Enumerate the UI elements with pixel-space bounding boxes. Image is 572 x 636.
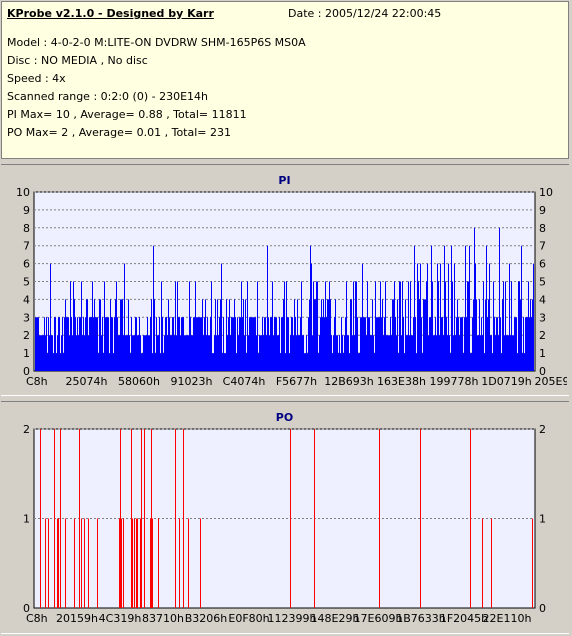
pi-xtick-label: 25074h xyxy=(66,375,108,388)
po-xtick-label: 148E29h xyxy=(311,612,360,625)
pi-xtick-label: 199778h xyxy=(430,375,479,388)
info-panel: KProbe v2.1.0 - Designed by Karr Date : … xyxy=(1,1,569,159)
app-title: KProbe v2.1.0 - Designed by Karr xyxy=(7,7,214,20)
pi-xtick-label: 91023h xyxy=(171,375,213,388)
pi-ytick-left: 7 xyxy=(23,240,30,253)
po-ytick-left: 1 xyxy=(23,513,30,526)
pi-ytick-right: 2 xyxy=(539,329,546,342)
scan-date: Date : 2005/12/24 22:00:45 xyxy=(288,7,442,20)
pi-ytick-left: 4 xyxy=(23,293,30,306)
pi-ytick-right: 0 xyxy=(539,365,546,378)
pi-ytick-left: 0 xyxy=(23,365,30,378)
po-summary-line: PO Max= 2 , Average= 0.01 , Total= 231 xyxy=(7,126,231,139)
po-xtick-label: 20159h xyxy=(56,612,98,625)
pi-ytick-right: 6 xyxy=(539,258,546,271)
po-xtick-label: B3206h xyxy=(185,612,228,625)
pi-ytick-left: 5 xyxy=(23,276,30,289)
po-xtick-label: 4C319h xyxy=(99,612,142,625)
pi-xtick-label: 163E38h xyxy=(377,375,426,388)
pi-ytick-left: 6 xyxy=(23,258,30,271)
pi-ytick-right: 1 xyxy=(539,347,546,360)
po-ytick-right: 1 xyxy=(539,513,546,526)
po-xtick-label: 17E609h xyxy=(354,612,403,625)
model-line: Model : 4-0-2-0 M:LITE-ON DVDRW SHM-165P… xyxy=(7,36,306,49)
po-xtick-label: 112399h xyxy=(268,612,317,625)
po-xtick-label: 1B7633h xyxy=(396,612,446,625)
pi-ytick-left: 3 xyxy=(23,311,30,324)
pi-ytick-left: 8 xyxy=(23,222,30,235)
pi-ytick-right: 5 xyxy=(539,276,546,289)
pi-xtick-label: 205E95h xyxy=(535,375,567,388)
po-chart: PO 0 0 1 1 2 2 C8h 20159h 4C319h 83710h B3206h E0F80… xyxy=(23,411,546,625)
pi-ytick-left: 10 xyxy=(16,186,30,199)
pi-xtick-label: 12B693h xyxy=(324,375,374,388)
po-xtick-label: C8h xyxy=(26,612,48,625)
pi-ytick-right: 4 xyxy=(539,293,546,306)
pi-ytick-left: 1 xyxy=(23,347,30,360)
po-xtick-label: E0F80h xyxy=(228,612,269,625)
po-ytick-left: 0 xyxy=(23,602,30,615)
po-ytick-right: 0 xyxy=(539,602,546,615)
pi-chart-title: PI xyxy=(278,174,290,187)
po-chart-title: PO xyxy=(276,411,293,424)
pi-xtick-label: C4074h xyxy=(223,375,266,388)
pi-xtick-label: 58060h xyxy=(118,375,160,388)
po-xtick-label: 83710h xyxy=(142,612,184,625)
pi-ytick-left: 2 xyxy=(23,329,30,342)
disc-line: Disc : NO MEDIA , No disc xyxy=(7,54,148,67)
po-ytick-right: 2 xyxy=(539,423,546,436)
pi-ytick-right: 7 xyxy=(539,240,546,253)
po-bars xyxy=(40,429,533,608)
speed-line: Speed : 4x xyxy=(7,72,66,85)
pi-ytick-right: 8 xyxy=(539,222,546,235)
pi-ytick-right: 3 xyxy=(539,311,546,324)
po-xtick-label: 22E110h xyxy=(483,612,532,625)
pi-ytick-left: 9 xyxy=(23,204,30,217)
po-xtick-label: 1F2045h xyxy=(440,612,488,625)
pi-summary-line: PI Max= 10 , Average= 0.88 , Total= 1181… xyxy=(7,108,247,121)
pi-bars xyxy=(35,227,534,371)
pi-xtick-label: F5677h xyxy=(276,375,317,388)
pi-ytick-right: 10 xyxy=(539,186,553,199)
scanned-range-line: Scanned range : 0:2:0 (0) - 230E14h xyxy=(7,90,209,103)
pi-xtick-label: 1D0719h xyxy=(481,375,531,388)
po-chart-panel: PO 0 0 1 1 2 2 C8h 20159h 4C319h 83710h B3206h E0F80… xyxy=(1,401,569,634)
pi-ytick-right: 9 xyxy=(539,204,546,217)
pi-chart-panel: PI 0 0 1 1 2 2 3 3 4 4 5 5 6 6 7 7 8 8 9 9 10 10 C8h 25074h 58060… xyxy=(1,164,572,396)
pi-chart: PI 0 0 1 1 2 2 3 3 4 4 5 5 6 6 7 7 8 8 9 9 10 10 C8h 25074h 58060… xyxy=(16,174,572,388)
po-ytick-left: 2 xyxy=(23,423,30,436)
pi-xtick-label: C8h xyxy=(26,375,48,388)
